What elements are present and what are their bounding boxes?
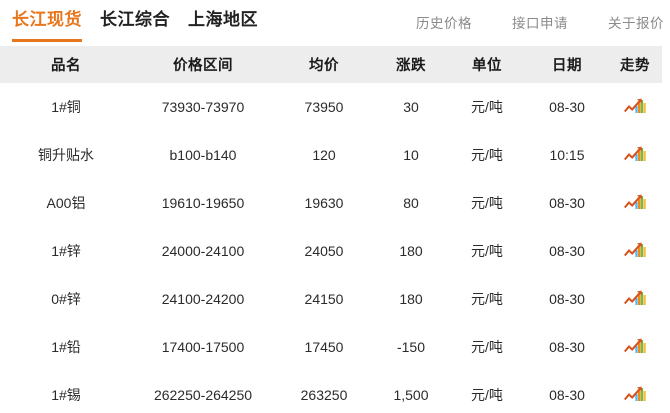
price-range: 24100-24200 <box>132 275 274 323</box>
product-name: 1#锡 <box>0 371 132 413</box>
price-range: 19610-19650 <box>132 179 274 227</box>
column-header-name: 品名 <box>0 46 132 83</box>
price-unit: 元/吨 <box>448 371 526 413</box>
table-row[interactable]: 铜升贴水 b100-b140 120 10 元/吨 10:15 <box>0 131 662 179</box>
product-name: 1#铅 <box>0 323 132 371</box>
average-price: 24150 <box>274 275 374 323</box>
average-price: 24050 <box>274 227 374 275</box>
quote-table-body: 1#铜 73930-73970 73950 30 元/吨 08-30 铜升贴水 b100-b1… <box>0 83 662 413</box>
column-header-avg: 均价 <box>274 46 374 83</box>
price-range: 262250-264250 <box>132 371 274 413</box>
trend-chart-cell[interactable] <box>608 275 662 323</box>
trend-up-icon <box>623 97 646 118</box>
price-change: 80 <box>374 179 448 227</box>
product-name: 0#锌 <box>0 275 132 323</box>
trend-chart-cell[interactable] <box>608 371 662 413</box>
price-change: 180 <box>374 227 448 275</box>
quote-date: 08-30 <box>526 323 608 371</box>
price-unit: 元/吨 <box>448 131 526 179</box>
price-unit: 元/吨 <box>448 179 526 227</box>
average-price: 19630 <box>274 179 374 227</box>
trend-chart-cell[interactable] <box>608 83 662 131</box>
quote-table-container: 品名 价格区间 均价 涨跌 单位 日期 走势 1#铜 73930-73970 73950 30 元/… <box>0 46 662 413</box>
product-name: A00铝 <box>0 179 132 227</box>
table-header-row: 品名 价格区间 均价 涨跌 单位 日期 走势 <box>0 46 662 83</box>
product-name: 1#锌 <box>0 227 132 275</box>
price-change: 1,500 <box>374 371 448 413</box>
table-row[interactable]: 1#铅 17400-17500 17450 -150 元/吨 08-30 <box>0 323 662 371</box>
price-range: 73930-73970 <box>132 83 274 131</box>
product-name: 1#铜 <box>0 83 132 131</box>
table-row[interactable]: 1#锡 262250-264250 263250 1,500 元/吨 08-30 <box>0 371 662 413</box>
quote-table-head: 品名 价格区间 均价 涨跌 单位 日期 走势 <box>0 46 662 83</box>
price-unit: 元/吨 <box>448 275 526 323</box>
quote-table: 品名 价格区间 均价 涨跌 单位 日期 走势 1#铜 73930-73970 73950 30 元/… <box>0 46 662 413</box>
trend-chart-cell[interactable] <box>608 227 662 275</box>
trend-up-icon <box>623 289 646 310</box>
table-row[interactable]: 0#锌 24100-24200 24150 180 元/吨 08-30 <box>0 275 662 323</box>
price-unit: 元/吨 <box>448 323 526 371</box>
price-change: 30 <box>374 83 448 131</box>
product-name: 铜升贴水 <box>0 131 132 179</box>
price-change: 10 <box>374 131 448 179</box>
trend-up-icon <box>623 241 646 262</box>
price-range: b100-b140 <box>132 131 274 179</box>
average-price: 263250 <box>274 371 374 413</box>
column-header-date: 日期 <box>526 46 608 83</box>
price-change: -150 <box>374 323 448 371</box>
quote-date: 10:15 <box>526 131 608 179</box>
price-unit: 元/吨 <box>448 83 526 131</box>
market-tab-1[interactable]: 长江综合 <box>100 10 170 29</box>
table-row[interactable]: 1#铜 73930-73970 73950 30 元/吨 08-30 <box>0 83 662 131</box>
column-header-unit: 单位 <box>448 46 526 83</box>
column-header-range: 价格区间 <box>132 46 274 83</box>
price-range: 17400-17500 <box>132 323 274 371</box>
quote-date: 08-30 <box>526 83 608 131</box>
market-tab-0[interactable]: 长江现货 <box>12 0 82 44</box>
quote-date: 08-30 <box>526 275 608 323</box>
table-row[interactable]: A00铝 19610-19650 19630 80 元/吨 08-30 <box>0 179 662 227</box>
market-tab-2[interactable]: 上海地区 <box>188 10 258 29</box>
trend-up-icon <box>623 385 646 406</box>
average-price: 120 <box>274 131 374 179</box>
average-price: 17450 <box>274 323 374 371</box>
column-header-change: 涨跌 <box>374 46 448 83</box>
trend-up-icon <box>623 193 646 214</box>
quote-date: 08-30 <box>526 179 608 227</box>
price-range: 24000-24100 <box>132 227 274 275</box>
quote-date: 08-30 <box>526 371 608 413</box>
trend-up-icon <box>623 337 646 358</box>
price-change: 180 <box>374 275 448 323</box>
column-header-trend: 走势 <box>608 46 662 83</box>
nav-link-1[interactable]: 接口申请 <box>512 16 568 31</box>
trend-chart-cell[interactable] <box>608 131 662 179</box>
top-navigation-bar: 长江现货 长江综合 上海地区 历史价格 接口申请 关于报价 <box>0 0 670 46</box>
price-unit: 元/吨 <box>448 227 526 275</box>
trend-chart-cell[interactable] <box>608 179 662 227</box>
secondary-nav-links: 历史价格 接口申请 关于报价 <box>376 0 664 44</box>
nav-link-2[interactable]: 关于报价 <box>608 16 664 31</box>
market-tab-list: 长江现货 长江综合 上海地区 <box>0 0 276 44</box>
trend-chart-cell[interactable] <box>608 323 662 371</box>
table-row[interactable]: 1#锌 24000-24100 24050 180 元/吨 08-30 <box>0 227 662 275</box>
quote-date: 08-30 <box>526 227 608 275</box>
trend-up-icon <box>623 145 646 166</box>
average-price: 73950 <box>274 83 374 131</box>
nav-link-0[interactable]: 历史价格 <box>416 16 472 31</box>
